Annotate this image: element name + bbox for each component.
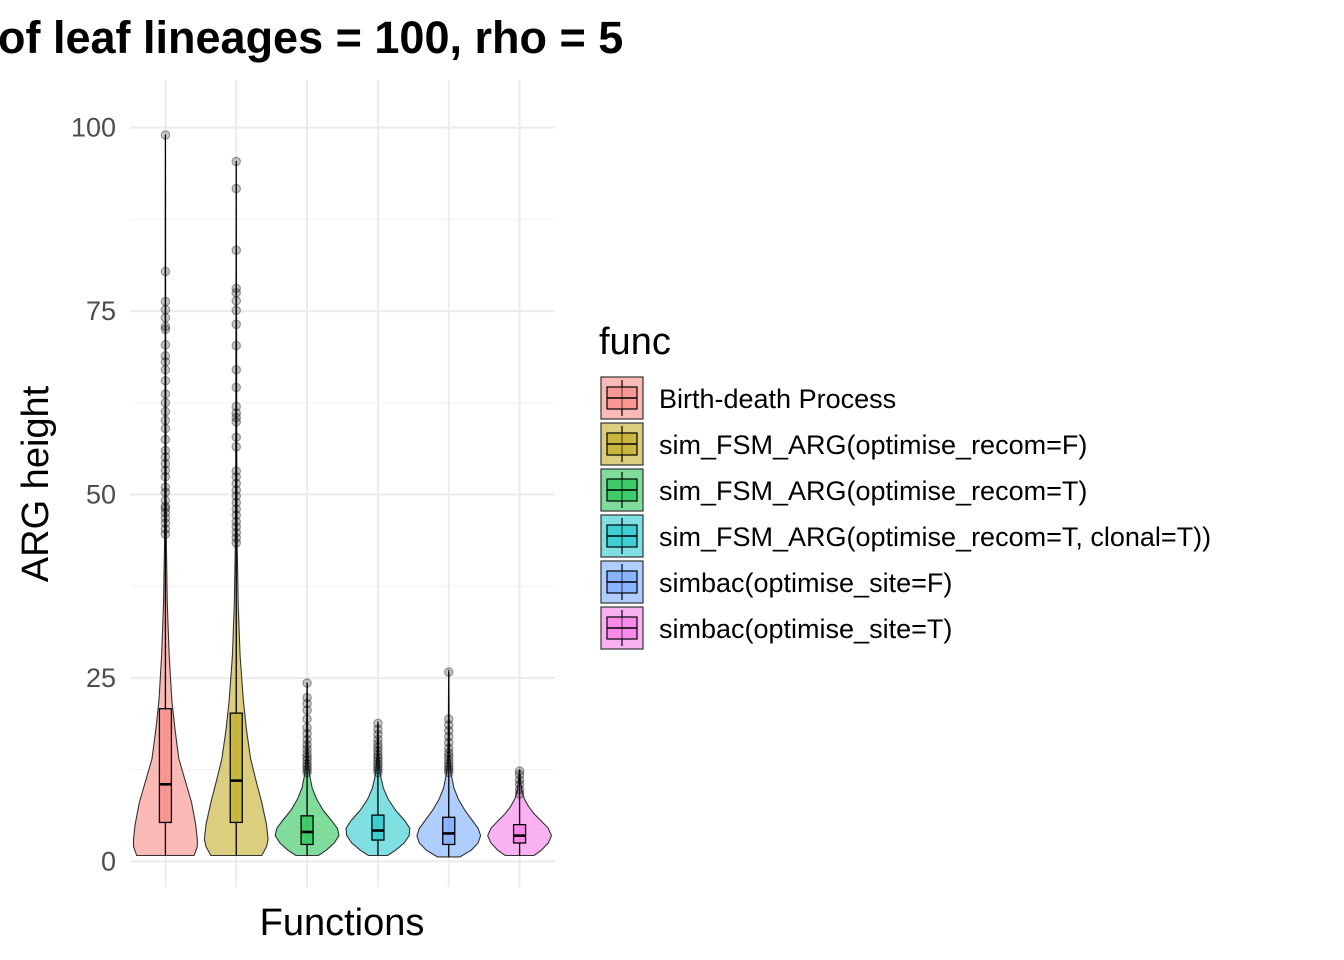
box — [512, 823, 527, 844]
legend: func Birth-death Process sim_FSM_ARG(opti… — [599, 321, 1211, 650]
y-tick-label: 50 — [86, 480, 116, 510]
legend-key — [600, 560, 644, 604]
legend-title: func — [599, 321, 671, 363]
chart-title: of leaf lineages = 100, rho = 5 — [0, 12, 623, 63]
legend-label: sim_FSM_ARG(optimise_recom=F) — [659, 430, 1087, 460]
box — [300, 815, 314, 846]
box — [371, 814, 385, 841]
legend-key — [600, 514, 644, 558]
legend-key — [600, 422, 644, 466]
legend-key — [600, 376, 644, 420]
legend-key — [600, 606, 644, 650]
y-tick-label: 100 — [71, 113, 116, 143]
legend-label: Birth-death Process — [659, 384, 896, 414]
box — [442, 816, 456, 846]
legend-key — [600, 468, 644, 512]
y-tick-label: 75 — [86, 296, 116, 326]
legend-label: simbac(optimise_site=F) — [659, 568, 952, 598]
violins — [132, 130, 553, 858]
y-axis-title: ARG height — [15, 385, 57, 582]
grid — [130, 80, 555, 887]
violin-group — [203, 156, 269, 857]
legend-label: simbac(optimise_site=T) — [659, 614, 952, 644]
violin-group — [274, 678, 340, 857]
violin-group — [487, 766, 553, 857]
legend-label: sim_FSM_ARG(optimise_recom=T, clonal=T)) — [659, 522, 1211, 552]
y-tick-label: 25 — [86, 663, 116, 693]
y-tick-label: 0 — [101, 846, 116, 876]
violin-group — [416, 667, 482, 858]
box — [229, 712, 243, 824]
y-axis-tick-labels: 0 25 50 75 100 — [71, 113, 116, 877]
legend-label: sim_FSM_ARG(optimise_recom=T) — [659, 476, 1087, 506]
box — [158, 708, 173, 824]
violin-group — [345, 718, 411, 857]
violin-group — [132, 130, 198, 857]
x-axis-title: Functions — [260, 902, 425, 944]
